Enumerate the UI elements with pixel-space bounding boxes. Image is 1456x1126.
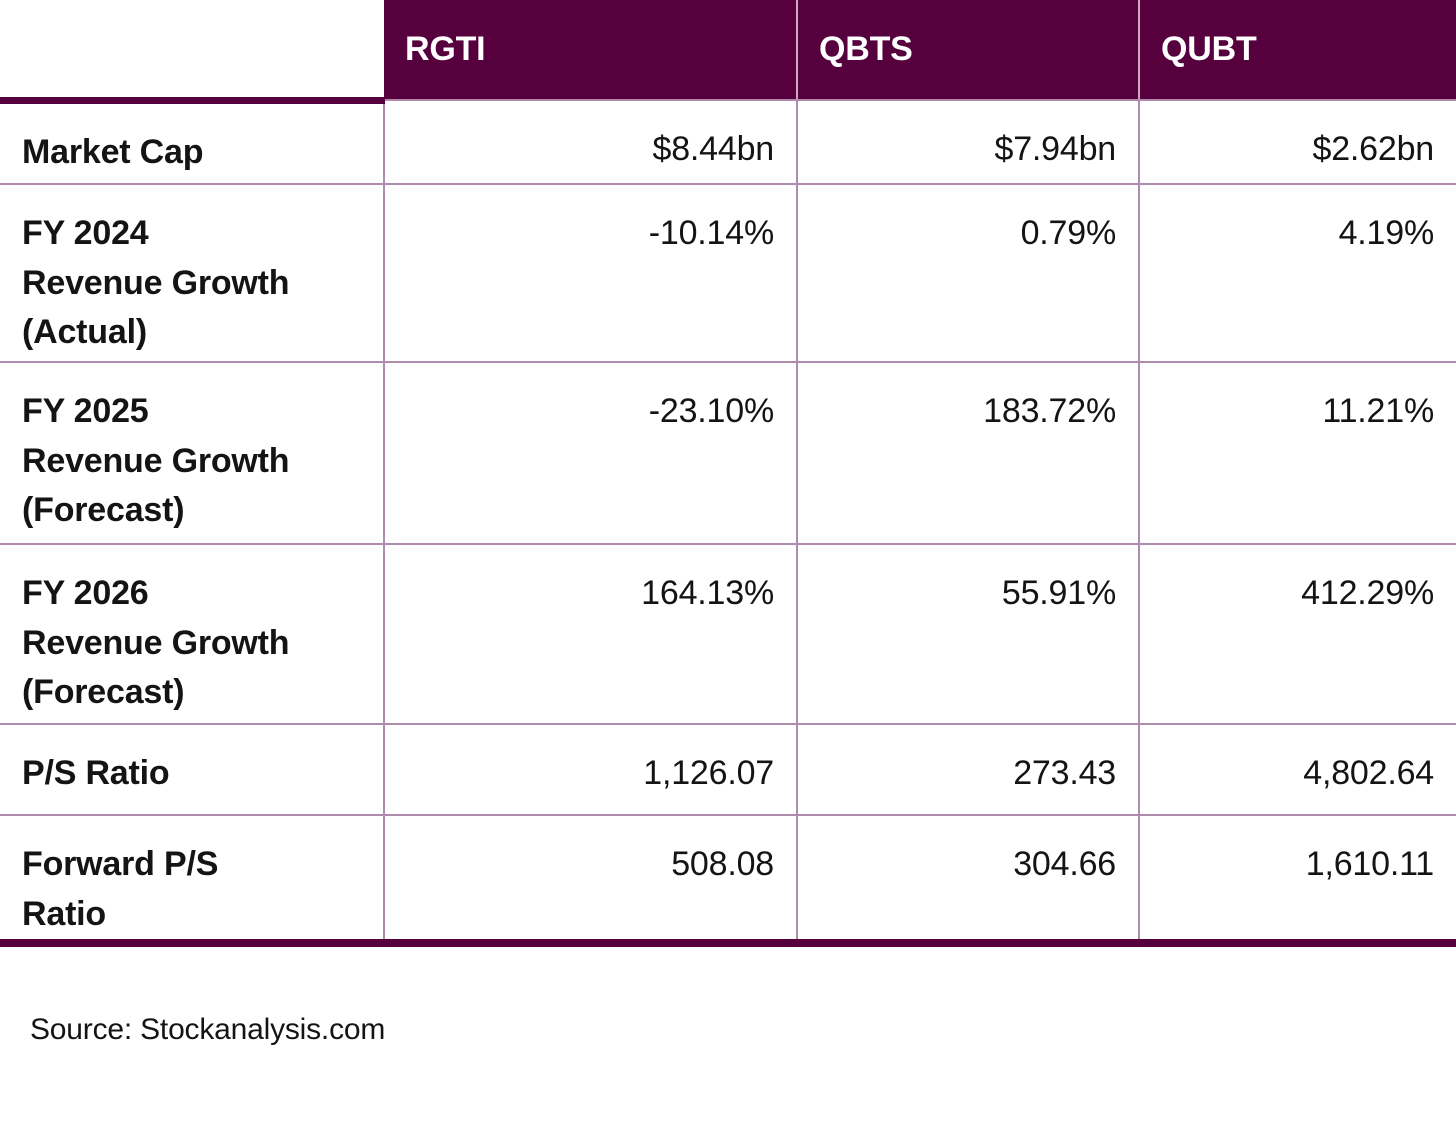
col-header-qbts: QBTS: [796, 0, 1139, 101]
cell-value: 4.19%: [1138, 183, 1456, 362]
cell-value: $8.44bn: [384, 99, 797, 184]
row-label: FY 2025 Revenue Growth (Forecast): [0, 361, 385, 544]
row-label: P/S Ratio: [0, 723, 385, 815]
cell-value: 508.08: [384, 813, 797, 948]
cell-value: 1,126.07: [384, 723, 797, 815]
table-row-ps-ratio: P/S Ratio 1,126.07 273.43 4,802.64: [0, 723, 1456, 815]
cell-value: 164.13%: [384, 543, 797, 724]
row-label: FY 2024 Revenue Growth (Actual): [0, 183, 385, 362]
cell-value: -10.14%: [384, 183, 797, 362]
table-row-fy2024-growth: FY 2024 Revenue Growth (Actual) -10.14% …: [0, 183, 1456, 362]
cell-value: $7.94bn: [796, 99, 1139, 184]
header-row: RGTI QBTS QUBT: [0, 0, 1456, 104]
col-header-empty: [0, 0, 384, 104]
cell-value: 273.43: [796, 723, 1139, 815]
cell-value: 412.29%: [1138, 543, 1456, 724]
cell-value: -23.10%: [384, 361, 797, 544]
table-row-fy2025-growth: FY 2025 Revenue Growth (Forecast) -23.10…: [0, 361, 1456, 544]
cell-value: $2.62bn: [1138, 99, 1456, 184]
cell-value: 1,610.11: [1138, 813, 1456, 948]
cell-value: 183.72%: [796, 361, 1139, 544]
cell-value: 0.79%: [796, 183, 1139, 362]
cell-value: 4,802.64: [1138, 723, 1456, 815]
table-row-fy2026-growth: FY 2026 Revenue Growth (Forecast) 164.13…: [0, 543, 1456, 724]
comparison-table: RGTI QBTS QUBT Market Cap $8.44bn $7.94b…: [0, 0, 1456, 948]
cell-value: 304.66: [796, 813, 1139, 948]
table-row-market-cap: Market Cap $8.44bn $7.94bn $2.62bn: [0, 99, 1456, 184]
table-row-forward-ps-ratio: Forward P/S Ratio 508.08 304.66 1,610.11: [0, 813, 1456, 948]
cell-value: 55.91%: [796, 543, 1139, 724]
row-label: Forward P/S Ratio: [0, 813, 385, 948]
row-label: Market Cap: [0, 99, 385, 184]
row-label: FY 2026 Revenue Growth (Forecast): [0, 543, 385, 724]
cell-value: 11.21%: [1138, 361, 1456, 544]
col-header-rgti: RGTI: [384, 0, 797, 101]
source-note: Source: Stockanalysis.com: [30, 1013, 386, 1047]
col-header-qubt: QUBT: [1138, 0, 1456, 101]
